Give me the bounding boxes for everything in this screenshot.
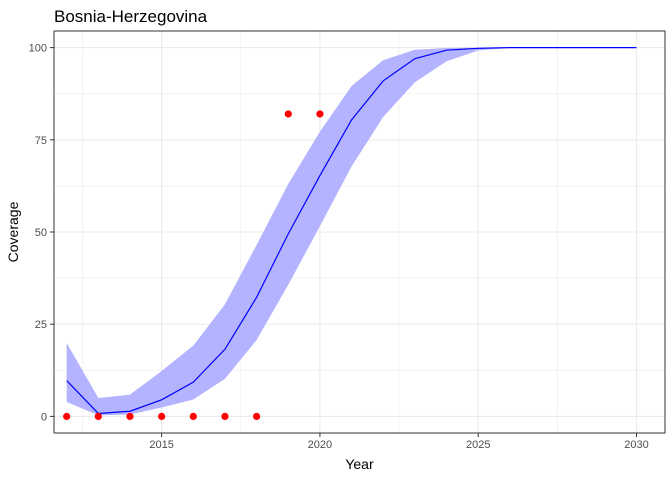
coverage-confidence-band: [66, 47, 637, 416]
observed-point: [284, 110, 292, 118]
observed-point: [221, 412, 229, 421]
y-tick-label: 75: [35, 135, 47, 147]
x-tick-label: 2015: [149, 439, 173, 451]
y-axis-title: Coverage: [5, 201, 21, 262]
y-tick-label: 100: [29, 43, 47, 55]
confidence-band-layer: [66, 47, 637, 416]
y-tick-label: 50: [35, 227, 47, 239]
observed-point: [316, 110, 324, 118]
x-tick-label: 2025: [466, 439, 490, 451]
coverage-line-layer: [66, 46, 637, 415]
x-axis-title: Year: [345, 456, 374, 472]
observed-point: [189, 412, 197, 421]
observed-point: [253, 412, 261, 421]
observed-point: [63, 412, 71, 421]
axis-layer: 2015 2020 2025 2030 0 25 50 75 100: [29, 43, 649, 451]
observed-point: [126, 412, 134, 421]
x-tick-label: 2020: [308, 439, 332, 451]
chart-title: Bosnia-Herzegovina: [54, 7, 208, 26]
observed-point: [158, 412, 166, 421]
grid-layer: [54, 31, 665, 433]
x-tick-label: 2030: [624, 439, 648, 451]
panel-border: [53, 30, 666, 434]
observed-points-layer: [63, 110, 324, 421]
y-tick-label: 0: [41, 411, 47, 423]
observed-point: [94, 412, 102, 421]
y-tick-label: 25: [35, 319, 47, 331]
coverage-estimate-line: [66, 46, 637, 415]
